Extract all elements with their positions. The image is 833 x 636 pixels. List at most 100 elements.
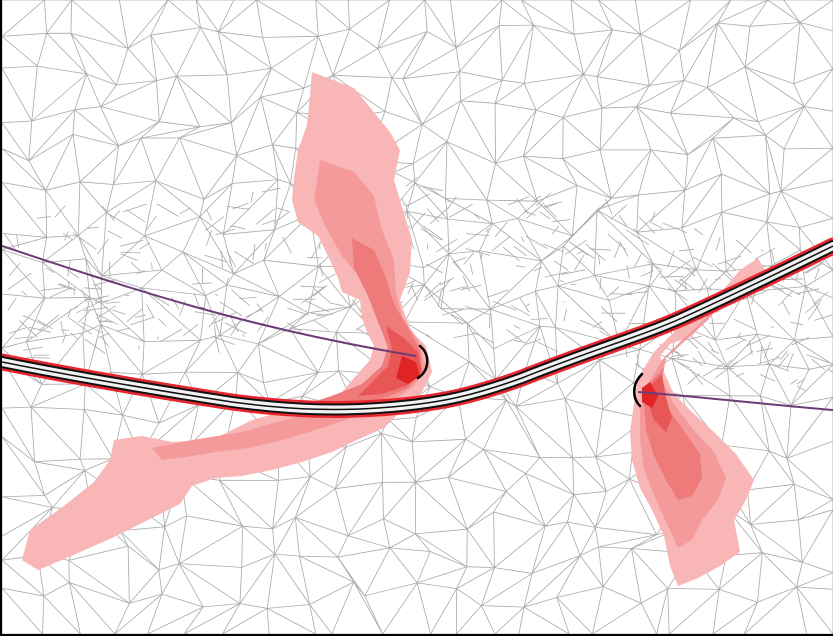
mesh-edge — [182, 251, 228, 286]
mesh-edge — [564, 359, 600, 399]
mesh-edge — [140, 137, 157, 182]
mesh-edge — [155, 137, 180, 182]
mesh-edge — [159, 121, 200, 128]
mesh-edge — [760, 249, 764, 252]
mesh-edge — [520, 236, 525, 243]
mesh-edge — [796, 572, 833, 588]
mesh-edge — [799, 22, 833, 70]
mesh-edge — [299, 555, 338, 558]
mesh-edge — [765, 134, 785, 150]
mesh-edge — [44, 296, 90, 299]
mesh-edge — [440, 308, 491, 310]
mesh-edge — [420, 185, 443, 192]
mesh-edge — [670, 113, 689, 155]
mesh-edge — [733, 117, 766, 136]
mesh-edge — [384, 77, 393, 112]
mesh-edge — [235, 372, 239, 399]
mesh-edge — [612, 29, 641, 35]
mesh-edge — [828, 369, 833, 374]
mesh-edge — [633, 349, 641, 383]
mesh-edge — [127, 546, 130, 604]
mesh-edge — [462, 275, 471, 292]
mesh-edge — [494, 221, 508, 238]
mesh-edge — [445, 198, 487, 201]
mesh-edge — [573, 490, 607, 496]
mesh-edge — [450, 314, 464, 326]
mesh-edge — [652, 222, 663, 229]
mesh-edge — [757, 333, 795, 341]
mesh-edge — [533, 24, 575, 35]
mesh-edge — [45, 267, 55, 273]
mesh-edge — [636, 106, 671, 114]
mesh-edge — [541, 245, 564, 262]
mesh-edge — [687, 117, 735, 156]
mesh-edge — [684, 138, 714, 191]
mesh-edge — [40, 287, 66, 291]
mesh-edge — [712, 134, 766, 139]
mesh-edge — [30, 384, 43, 408]
mesh-edge — [42, 262, 46, 299]
mesh-edge — [805, 286, 833, 299]
mesh-edge — [712, 117, 735, 139]
mesh-edge — [595, 491, 607, 528]
mesh-edge — [146, 304, 155, 319]
mesh-edge — [583, 29, 613, 75]
mesh-edge — [183, 603, 241, 634]
mesh-edge — [42, 235, 79, 263]
mesh-edge — [68, 545, 129, 561]
mesh-edge — [671, 357, 731, 397]
mesh-edge — [445, 198, 493, 224]
mesh-edge — [179, 126, 200, 139]
mesh-edge — [535, 260, 542, 292]
mesh-edge — [85, 258, 91, 298]
mesh-edge — [155, 180, 201, 218]
mesh-edge — [426, 263, 443, 274]
mesh-edge — [229, 260, 232, 264]
plume-left — [22, 72, 432, 570]
mesh-edge — [602, 382, 634, 410]
mesh-edge — [636, 106, 689, 155]
mesh-edge — [595, 478, 630, 528]
mesh-edge — [562, 117, 601, 151]
mesh-edge — [749, 0, 769, 27]
mesh-edge — [744, 26, 751, 67]
mesh-edge — [206, 229, 213, 246]
mesh-edge — [2, 120, 32, 124]
mesh-edge — [183, 323, 199, 337]
mesh-edge — [459, 25, 500, 72]
mesh-edge — [495, 155, 524, 164]
mesh-edge — [232, 202, 249, 210]
mesh-edge — [87, 227, 99, 229]
mesh-edge — [260, 68, 272, 98]
mesh-edge — [257, 343, 264, 383]
mesh-edge — [780, 190, 833, 219]
mesh-edge — [579, 546, 599, 556]
mesh-edge — [596, 197, 612, 211]
mesh-edge — [535, 291, 556, 328]
mesh-edge — [605, 198, 613, 215]
mesh-edge — [760, 395, 770, 451]
mesh-edge — [712, 138, 771, 195]
mesh-edge — [480, 252, 483, 261]
mesh-edge — [502, 79, 525, 84]
mesh-edge — [766, 221, 773, 266]
mesh-edge — [405, 202, 409, 219]
mesh-edge — [679, 50, 685, 81]
mesh-edge — [712, 263, 733, 281]
mesh-edge — [517, 218, 573, 237]
mesh-edge — [579, 555, 604, 587]
mesh-edge — [58, 283, 77, 291]
pipelines — [2, 245, 833, 411]
mesh-edge — [167, 0, 201, 28]
mesh-edge — [215, 228, 236, 236]
mesh-edge — [750, 484, 795, 525]
mesh-edge — [407, 282, 414, 295]
mesh-edge — [96, 305, 117, 319]
mesh-edge — [140, 121, 160, 139]
mesh-edge — [337, 547, 390, 558]
mesh-edge — [794, 286, 806, 341]
mesh-edge — [650, 149, 688, 156]
mesh-edge — [691, 357, 703, 367]
